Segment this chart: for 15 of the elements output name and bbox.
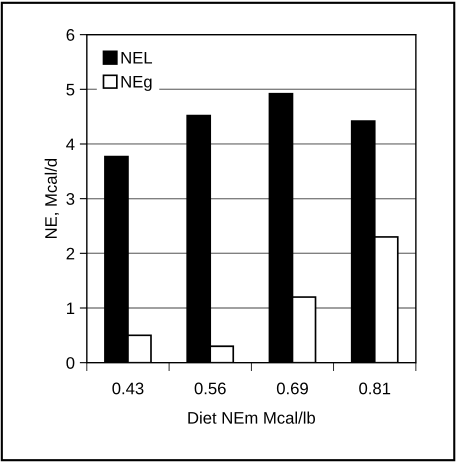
legend-label: NEg (122, 76, 152, 91)
x-tick-label: 0.69 (276, 382, 308, 394)
y-tick-label: 4 (66, 138, 75, 150)
x-tick-label: 0.56 (194, 382, 226, 394)
x-tick-label: 0.43 (112, 382, 144, 394)
y-tick-label: 6 (66, 29, 74, 41)
legend-label: NEL (122, 52, 152, 64)
y-axis-title: NE, Mcal/d (44, 158, 59, 238)
y-tick-label: 2 (66, 248, 74, 260)
y-tick-label: 5 (66, 84, 74, 96)
y-tick-label: 3 (66, 193, 74, 205)
x-tick-label: 0.81 (359, 382, 390, 394)
y-tick-label: 0 (66, 357, 74, 369)
y-tick-label: 1 (67, 302, 74, 314)
x-axis-title: Diet NEm Mcal/lb (188, 412, 316, 424)
